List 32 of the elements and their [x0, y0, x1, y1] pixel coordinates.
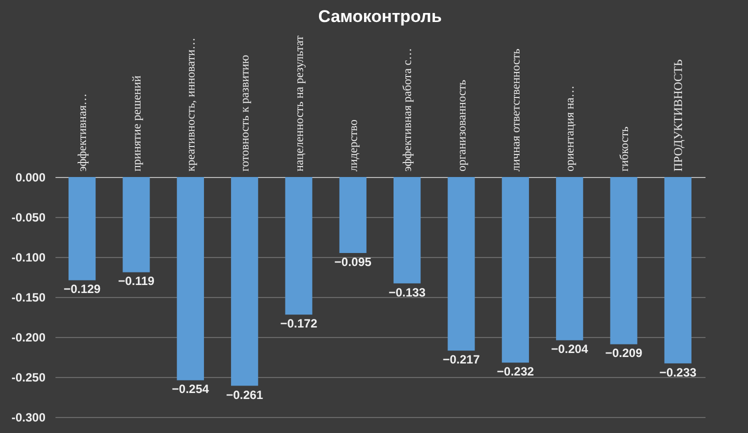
- data-label: −0.119: [118, 274, 155, 288]
- x-tick-label: эффективная работа с…: [400, 48, 414, 172]
- data-label: −0.129: [64, 282, 101, 296]
- data-label: −0.172: [280, 316, 318, 331]
- x-tick-label: лидерство: [346, 120, 360, 172]
- x-tick-label: ориентация на…: [562, 86, 577, 172]
- x-tick-label: принятие решений: [129, 74, 144, 172]
- x-tick-label: нацеленность на результат: [292, 34, 306, 172]
- x-tick-label: гибкость: [616, 126, 631, 172]
- data-label: −0.217: [442, 352, 480, 367]
- y-tick-label: -0.050: [11, 210, 46, 224]
- data-label: −0.233: [659, 365, 697, 380]
- data-label: −0.232: [496, 364, 534, 379]
- y-tick-label: 0.000: [15, 170, 46, 184]
- y-tick-label: -0.200: [11, 330, 46, 344]
- chart-title: Самоконтроль: [318, 7, 442, 26]
- data-label: −0.209: [605, 346, 643, 360]
- x-tick-label: креативность, инновати…: [183, 38, 198, 172]
- x-tick-label: ПРОДУКТИВНОСТЬ: [670, 59, 685, 172]
- data-label: −0.095: [334, 255, 372, 269]
- x-tick-label: личная ответственность: [508, 48, 522, 172]
- x-tick-label: эффективная…: [75, 93, 90, 172]
- x-tick-label: готовность к развитию: [238, 54, 252, 172]
- x-tick-label: организованность: [454, 79, 468, 172]
- y-tick-label: -0.250: [11, 370, 46, 384]
- data-label: −0.133: [388, 285, 426, 300]
- data-label: −0.261: [226, 388, 264, 402]
- y-tick-label: -0.300: [11, 410, 46, 424]
- data-label: −0.254: [172, 382, 210, 396]
- y-tick-label: -0.100: [11, 250, 46, 264]
- y-tick-label: -0.150: [11, 290, 46, 304]
- data-label: −0.204: [551, 342, 588, 356]
